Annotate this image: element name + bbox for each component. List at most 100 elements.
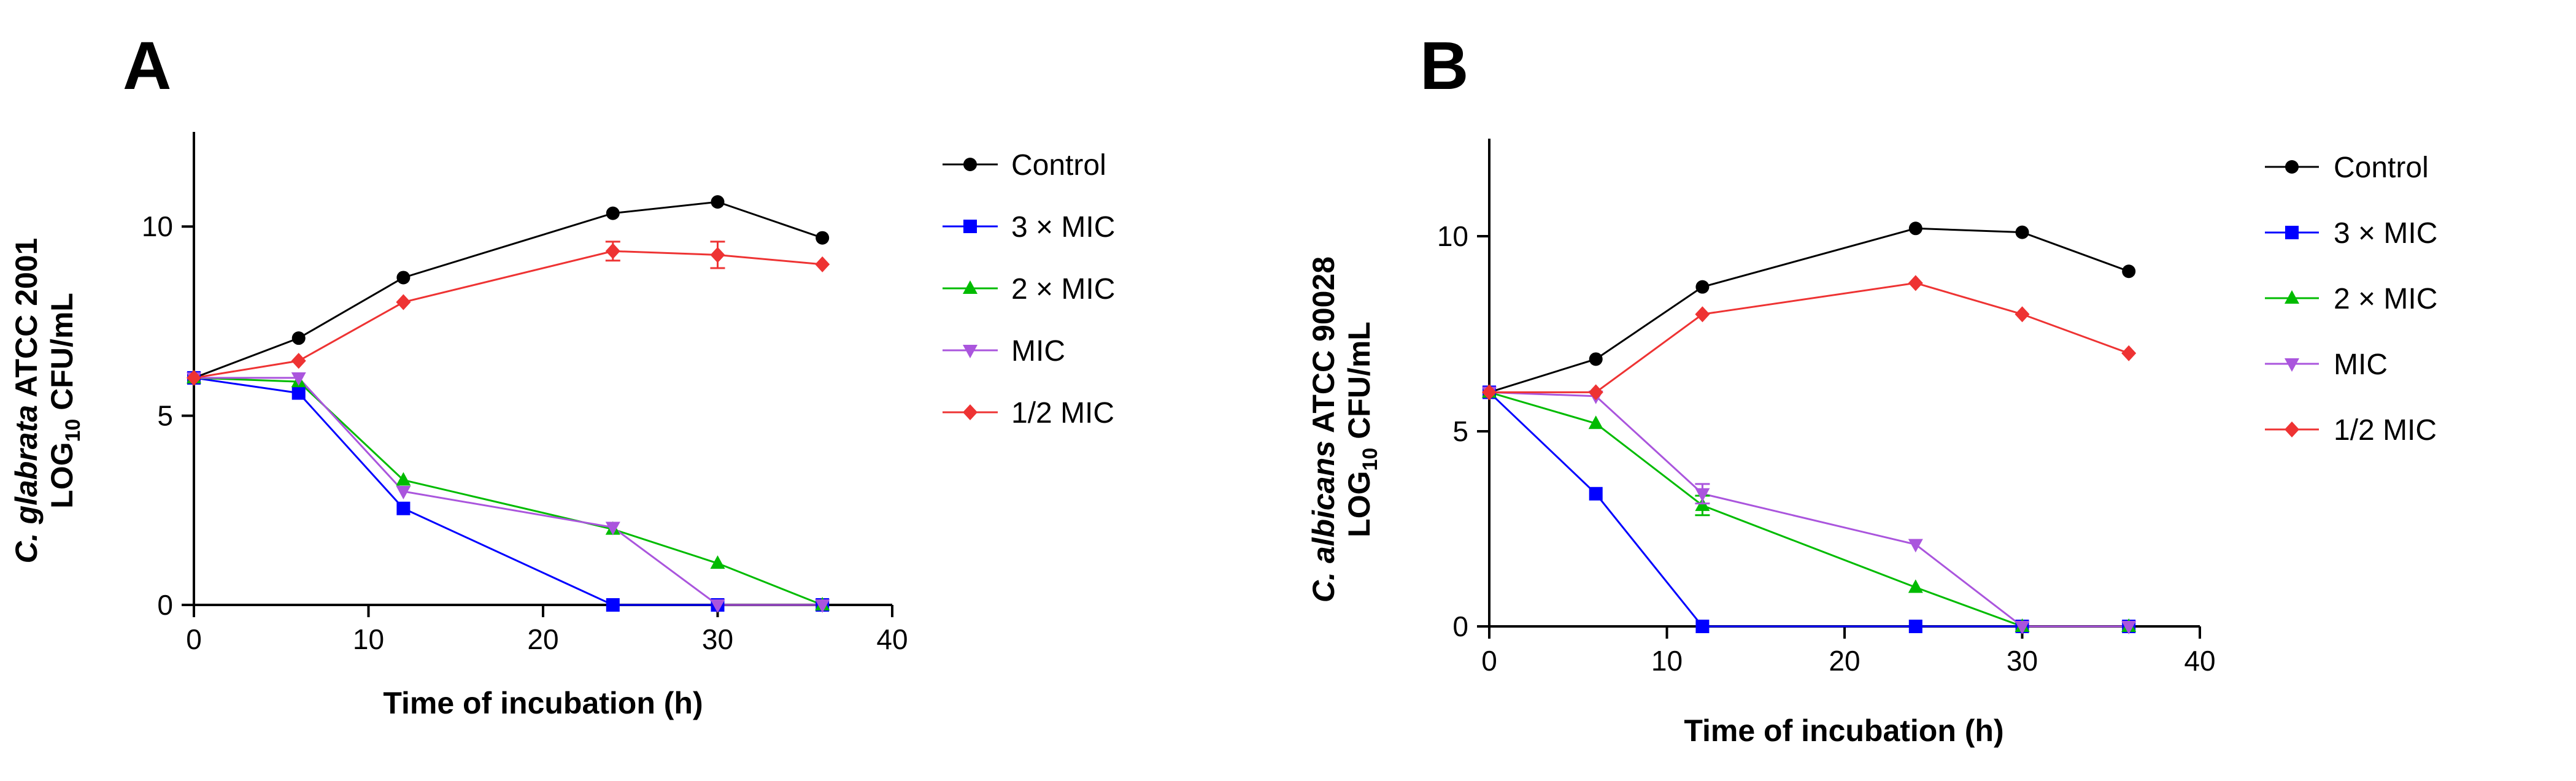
legend-label: 1/2 MIC [1011,397,1114,429]
data-point [187,369,201,386]
legend-item: MIC [943,335,1065,367]
x-tick-label: 40 [876,623,908,655]
data-point [396,271,411,285]
data-point [2015,306,2030,323]
legend-marker [963,404,978,420]
data-point [1589,352,1603,366]
data-point [710,555,725,569]
legend-item: Control [943,149,1106,182]
x-tick-label: 10 [353,623,384,655]
x-axis-title: Time of incubation (h) [383,686,703,720]
data-point [815,256,830,272]
data-point [1695,620,1710,633]
legend-marker [2285,421,2299,437]
chart-panel-a: A C. glabrata ATCC 2001 LOG10 CFU/mL Tim… [0,0,1288,778]
y-tick-label: 10 [142,210,173,242]
data-point [1908,221,1922,236]
y-tick-label: 5 [1452,415,1468,447]
y-tick-label: 5 [157,400,173,432]
y-axis-title-line2: LOG10 CFU/mL [45,293,85,509]
data-point [711,195,725,209]
data-point [606,206,620,220]
data-point [396,294,411,310]
data-point [291,386,306,400]
data-point [1695,280,1710,294]
data-point [815,599,830,613]
legend-item: 2 × MIC [2265,283,2437,315]
series-line-1 [193,377,823,606]
panel-label: A [123,28,171,104]
data-point [605,521,620,536]
x-tick-label: 30 [2007,645,2038,677]
legend-marker [2285,226,2299,239]
x-tick-label: 20 [1829,645,1860,677]
series-line-3 [1489,391,2129,628]
data-point [1588,384,1603,401]
legend-label: Control [2334,152,2429,184]
legend-label: 2 × MIC [1011,273,1115,306]
legend-label: 3 × MIC [2334,217,2437,250]
chart-b-svg: B C. albicans ATCC 90028 LOG10 CFU/mL Ti… [1306,28,2437,748]
data-point [2122,264,2136,279]
panel-label: B [1420,28,1468,104]
legend-label: MIC [2334,348,2388,381]
legend: Control 3 × MIC 2 × MIC MIC 1/2 MIC [943,149,1115,429]
data-point [1588,415,1603,429]
legend-item: 1/2 MIC [943,397,1114,429]
legend-marker [2285,358,2299,372]
legend-marker [963,220,977,233]
series-line-0 [193,201,823,379]
data-point [606,598,620,612]
legend-marker [2285,290,2299,304]
legend-marker [2285,160,2299,174]
series-line-3 [194,377,823,606]
data-point [2121,345,2137,361]
y-axis-title-line1: C. glabrata ATCC 2001 [9,238,44,564]
legend-label: 3 × MIC [1011,211,1115,244]
data-point [1908,275,1923,291]
chart-a-svg: A C. glabrata ATCC 2001 LOG10 CFU/mL Tim… [9,28,1115,720]
legend-item: 1/2 MIC [2265,414,2437,447]
chart-panel-b: B C. albicans ATCC 90028 LOG10 CFU/mL Ti… [1288,0,2576,778]
x-axis-title: Time of incubation (h) [1684,714,2003,748]
data-point [1589,487,1603,501]
data-point [816,231,830,245]
data-point [2015,225,2029,239]
x-tick-label: 40 [2184,645,2215,677]
data-point [1482,384,1497,401]
data-point [396,485,411,499]
data-point [291,353,306,369]
legend-label: 1/2 MIC [2334,414,2437,447]
series-line-1 [1488,391,2129,628]
x-tick-label: 10 [1651,645,1683,677]
x-tick-label: 30 [702,623,733,655]
legend-label: Control [1011,149,1106,182]
data-point [1695,306,1710,323]
data-point [396,501,411,515]
data-point [605,243,620,260]
plot-area: 0 10 20 30 40 0 5 10 [1437,139,2216,677]
legend-marker [963,158,977,171]
data-point [1908,539,1923,553]
x-tick-label: 0 [1481,645,1497,677]
legend-item: 2 × MIC [943,273,1115,306]
data-point [291,372,306,386]
legend-marker [963,280,978,294]
y-tick-label: 0 [1452,610,1468,642]
legend-item: 3 × MIC [943,211,1115,244]
data-point [2121,621,2137,634]
series-line-2 [193,377,823,606]
data-point [1695,488,1710,502]
legend-marker [963,345,978,358]
x-tick-label: 0 [186,623,202,655]
x-tick-label: 20 [527,623,558,655]
legend-item: Control [2265,152,2429,184]
series-line-4 [193,250,823,379]
legend-label: 2 × MIC [2334,283,2437,315]
legend-label: MIC [1011,335,1065,367]
series-line-4 [1489,282,2129,393]
data-point [2015,621,2030,634]
y-axis-title-line2: LOG10 CFU/mL [1342,321,1382,537]
data-point [1908,620,1922,633]
data-point [396,472,411,486]
